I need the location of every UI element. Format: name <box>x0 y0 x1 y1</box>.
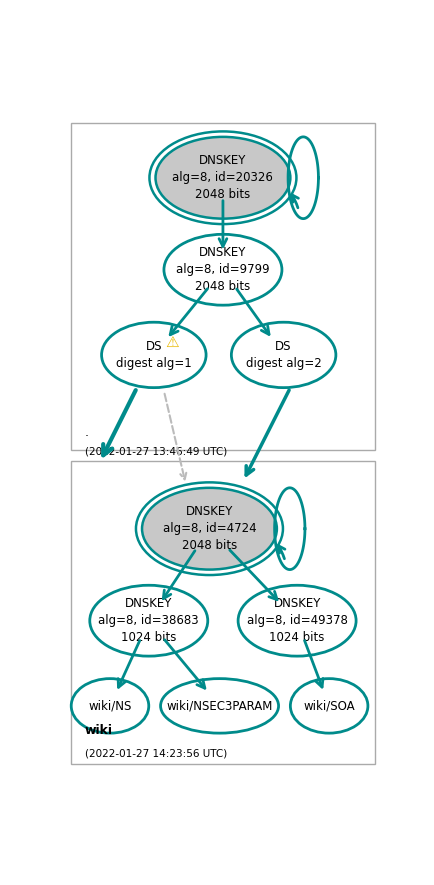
Ellipse shape <box>71 679 148 733</box>
Text: wiki: wiki <box>85 724 112 736</box>
Text: (2022-01-27 14:23:56 UTC): (2022-01-27 14:23:56 UTC) <box>85 748 227 758</box>
Text: (2022-01-27 13:46:49 UTC): (2022-01-27 13:46:49 UTC) <box>85 447 227 457</box>
Text: DNSKEY
alg=8, id=49378
1024 bits: DNSKEY alg=8, id=49378 1024 bits <box>246 597 347 644</box>
Ellipse shape <box>231 322 335 388</box>
Ellipse shape <box>89 585 207 656</box>
Ellipse shape <box>149 131 296 224</box>
Ellipse shape <box>164 235 281 305</box>
Text: DNSKEY
alg=8, id=9799
2048 bits: DNSKEY alg=8, id=9799 2048 bits <box>176 246 269 293</box>
Ellipse shape <box>237 585 355 656</box>
Text: wiki/NS: wiki/NS <box>88 699 132 712</box>
Ellipse shape <box>290 679 367 733</box>
Ellipse shape <box>136 482 282 575</box>
Text: .: . <box>85 426 89 439</box>
Text: DS
digest alg=1: DS digest alg=1 <box>116 340 191 370</box>
Text: DNSKEY
alg=8, id=20326
2048 bits: DNSKEY alg=8, id=20326 2048 bits <box>172 154 273 201</box>
FancyBboxPatch shape <box>71 460 374 764</box>
Text: wiki/SOA: wiki/SOA <box>302 699 354 712</box>
Text: wiki/NSEC3PARAM: wiki/NSEC3PARAM <box>166 699 272 712</box>
Ellipse shape <box>141 488 276 570</box>
Text: ⚠: ⚠ <box>165 335 179 350</box>
Text: DNSKEY
alg=8, id=4724
2048 bits: DNSKEY alg=8, id=4724 2048 bits <box>162 505 256 552</box>
Ellipse shape <box>155 137 290 219</box>
Text: DS
digest alg=2: DS digest alg=2 <box>245 340 321 370</box>
Ellipse shape <box>102 322 206 388</box>
Text: DNSKEY
alg=8, id=38683
1024 bits: DNSKEY alg=8, id=38683 1024 bits <box>98 597 199 644</box>
Ellipse shape <box>160 679 278 733</box>
FancyBboxPatch shape <box>71 123 374 450</box>
